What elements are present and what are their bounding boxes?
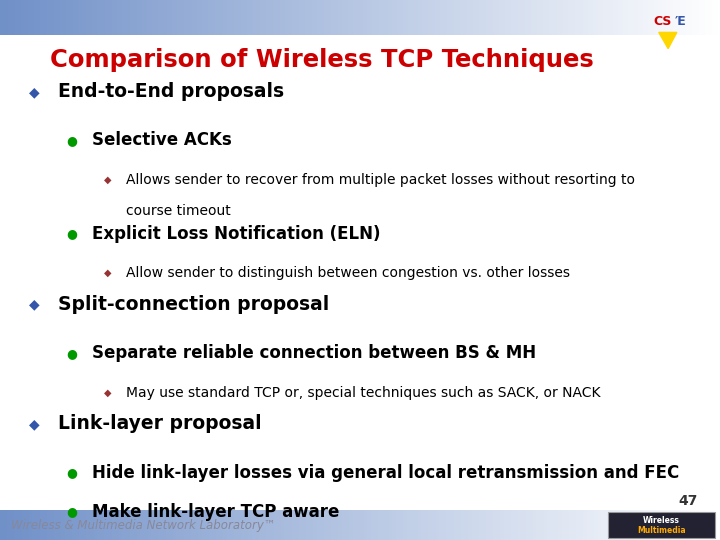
Text: Multimedia: Multimedia [637,526,686,535]
Text: CS: CS [653,15,672,28]
Text: ◆: ◆ [30,298,40,312]
Text: ′E: ′E [675,15,686,28]
Text: Wireless: Wireless [643,516,680,525]
Text: Explicit Loss Notification (ELN): Explicit Loss Notification (ELN) [92,225,381,243]
Text: ●: ● [66,134,78,147]
Text: Allow sender to distinguish between congestion vs. other losses: Allow sender to distinguish between cong… [126,266,570,280]
Text: ◆: ◆ [30,417,40,431]
Text: 47: 47 [678,494,697,508]
Text: Wireless & Multimedia Network Laboratory™: Wireless & Multimedia Network Laboratory… [11,519,276,532]
Text: Split-connection proposal: Split-connection proposal [58,295,329,314]
Text: May use standard TCP or, special techniques such as SACK, or NACK: May use standard TCP or, special techniq… [126,386,600,400]
Text: End-to-End proposals: End-to-End proposals [58,82,284,102]
Text: course timeout: course timeout [126,204,230,218]
Text: ◆: ◆ [104,175,112,185]
Text: Link-layer proposal: Link-layer proposal [58,414,261,434]
Text: ◆: ◆ [104,268,112,278]
Text: ●: ● [66,347,78,360]
Bar [608,512,715,538]
Text: Make link-layer TCP aware: Make link-layer TCP aware [92,503,340,521]
Text: ◆: ◆ [104,388,112,397]
Text: Separate reliable connection between BS & MH: Separate reliable connection between BS … [92,344,536,362]
Text: Hide link-layer losses via general local retransmission and FEC: Hide link-layer losses via general local… [92,463,680,482]
Text: ●: ● [66,505,78,518]
Text: Allows sender to recover from multiple packet losses without resorting to: Allows sender to recover from multiple p… [126,173,635,187]
Text: Selective ACKs: Selective ACKs [92,131,232,150]
Polygon shape [659,32,677,49]
Text: ●: ● [66,227,78,240]
Text: ◆: ◆ [30,85,40,99]
Text: Comparison of Wireless TCP Techniques: Comparison of Wireless TCP Techniques [50,49,594,72]
Text: ●: ● [66,466,78,479]
